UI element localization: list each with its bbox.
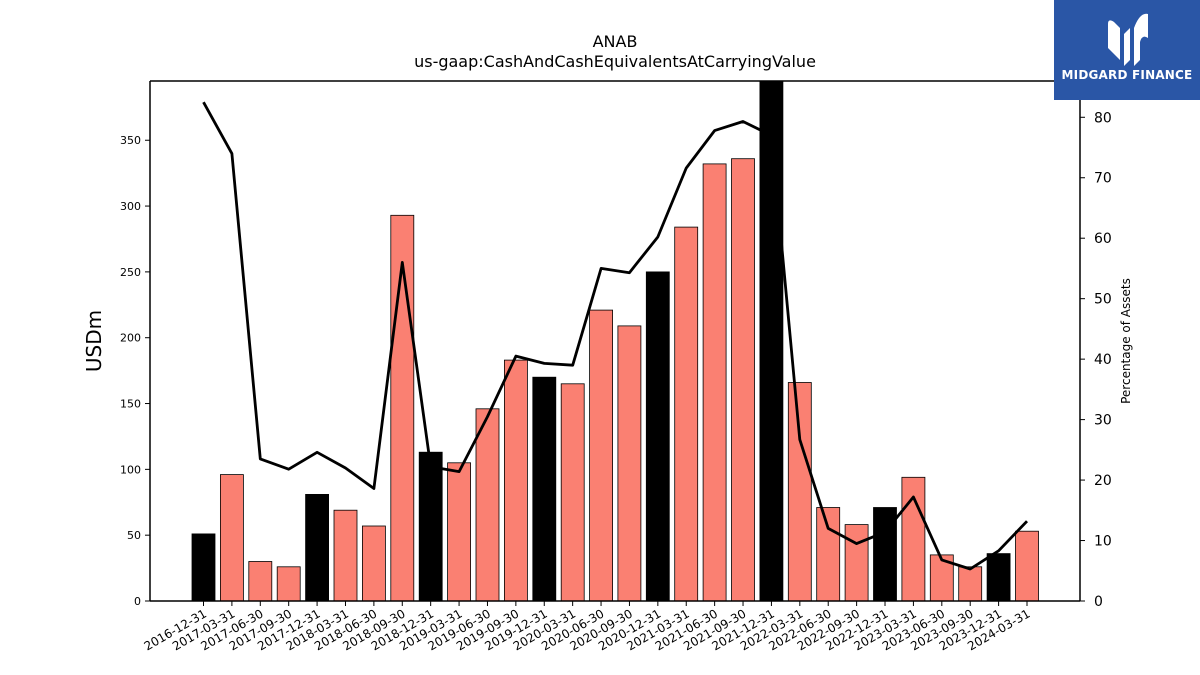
bar — [447, 462, 472, 602]
bar — [816, 507, 841, 602]
y-tick-label: 250 — [120, 266, 141, 279]
bar — [475, 408, 500, 602]
bar — [958, 566, 983, 602]
y2-tick-label: 0 — [1094, 594, 1103, 610]
logo-text: MIDGARD FINANCE — [1061, 68, 1193, 82]
y2-tick-label: 10 — [1094, 534, 1112, 550]
bar — [702, 163, 727, 602]
bar — [844, 524, 869, 602]
y2-tick-label: 50 — [1094, 292, 1112, 308]
logo-mark-icon — [1108, 13, 1148, 66]
bar — [560, 383, 585, 602]
y2-tick-label: 20 — [1094, 473, 1112, 489]
y2-tick-label: 30 — [1094, 413, 1112, 429]
y-tick-label: 0 — [134, 595, 141, 608]
bar — [191, 533, 216, 602]
bar — [333, 509, 358, 602]
y2-tick-label: 70 — [1094, 171, 1112, 187]
bar — [617, 325, 642, 602]
y-tick-label: 100 — [120, 463, 141, 476]
y2-tick-label: 80 — [1094, 110, 1112, 126]
midgard-finance-logo: MIDGARD FINANCE — [1054, 0, 1200, 100]
bar-series — [191, 80, 1039, 602]
bar — [276, 566, 301, 602]
y-tick-label: 150 — [120, 398, 141, 411]
bar — [219, 474, 244, 602]
y2-axis-label: Percentage of Assets — [1119, 278, 1133, 404]
bar — [248, 561, 273, 602]
chart-title: ANAB — [592, 32, 638, 51]
bar — [305, 493, 330, 602]
bar — [759, 80, 784, 602]
bar — [731, 158, 755, 602]
line-series — [202, 101, 1029, 571]
y-axis-label: USDm — [82, 310, 106, 372]
y-tick-label: 50 — [127, 529, 141, 542]
y-tick-label: 200 — [120, 332, 141, 345]
y2-tick-label: 60 — [1094, 231, 1112, 247]
bar — [645, 271, 670, 602]
y-tick-label: 350 — [120, 134, 141, 147]
bar — [787, 382, 812, 602]
bar — [532, 376, 557, 602]
bar — [674, 226, 699, 602]
y-tick-label: 300 — [120, 200, 141, 213]
chart-subtitle: us-gaap:CashAndCashEquivalentsAtCarrying… — [414, 52, 816, 71]
percentage-line — [202, 101, 1029, 571]
bar — [1015, 530, 1039, 602]
bar — [986, 553, 1011, 602]
bar — [589, 309, 613, 602]
y2-tick-label: 40 — [1094, 352, 1112, 368]
bar — [503, 359, 528, 602]
bar — [418, 451, 443, 602]
bar — [361, 525, 386, 602]
